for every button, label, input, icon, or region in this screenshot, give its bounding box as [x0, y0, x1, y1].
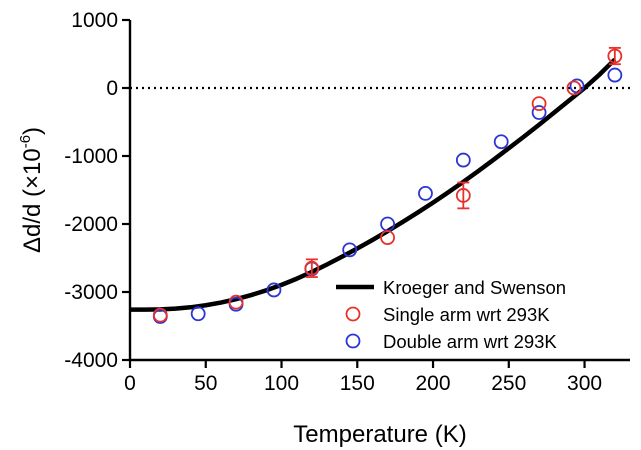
point-double-arm: [607, 67, 623, 83]
x-tick-label: 100: [264, 372, 299, 395]
point-single-arm: [380, 230, 395, 246]
legend-marker-double-arm: [345, 333, 361, 349]
plot-area: [130, 46, 630, 324]
axis-ticks: 0 50 100 150 200 250 300 -4000 -3000 -2000 -1000 0 1…: [64, 9, 602, 395]
fit-curve-kroeger-swenson: [130, 57, 617, 312]
x-axis-title: Temperature (K): [293, 421, 466, 448]
y-tick-label: 0: [106, 77, 118, 100]
point-single-arm: [228, 294, 244, 310]
y-axis-title-main: Δd/d (×10: [19, 148, 46, 253]
point-double-arm: [455, 152, 471, 168]
point-single-arm: [607, 48, 623, 64]
x-tick-label: 200: [416, 372, 451, 395]
point-single-arm: [152, 307, 168, 323]
point-double-arm: [418, 185, 433, 201]
x-tick-label: 250: [491, 372, 526, 395]
y-axis-title-superscript: -6: [17, 135, 34, 148]
legend: Kroeger and Swenson Single arm wrt 293K …: [336, 277, 566, 352]
x-tick-label: 300: [567, 372, 602, 395]
point-double-arm: [342, 242, 358, 258]
y-tick-label: -2000: [64, 213, 118, 236]
y-tick-label: -3000: [64, 281, 118, 304]
legend-label-double-arm: Double arm wrt 293K: [383, 331, 557, 352]
legend-label-single-arm: Single arm wrt 293K: [383, 304, 550, 325]
point-double-arm: [569, 78, 585, 94]
y-axis-title: Δd/d (×10-6): [17, 127, 46, 253]
point-single-arm: [455, 188, 471, 203]
point-double-arm: [190, 306, 206, 322]
x-tick-label: 50: [194, 372, 217, 395]
x-tick-label: 150: [340, 372, 375, 395]
point-double-arm: [493, 134, 509, 150]
y-axis-title-close: ): [19, 127, 46, 135]
point-single-arm: [531, 96, 547, 112]
point-double-arm: [266, 282, 282, 298]
x-tick-label: 0: [124, 372, 136, 395]
point-single-arm: [566, 80, 582, 96]
y-tick-label: -4000: [64, 349, 118, 372]
point-double-arm: [531, 105, 547, 120]
point-single-arm: [304, 260, 320, 276]
y-tick-label: -1000: [64, 145, 118, 168]
legend-label-kroeger-swenson: Kroeger and Swenson: [383, 277, 566, 298]
legend-marker-single-arm: [345, 306, 361, 322]
y-tick-label: 1000: [71, 9, 118, 32]
